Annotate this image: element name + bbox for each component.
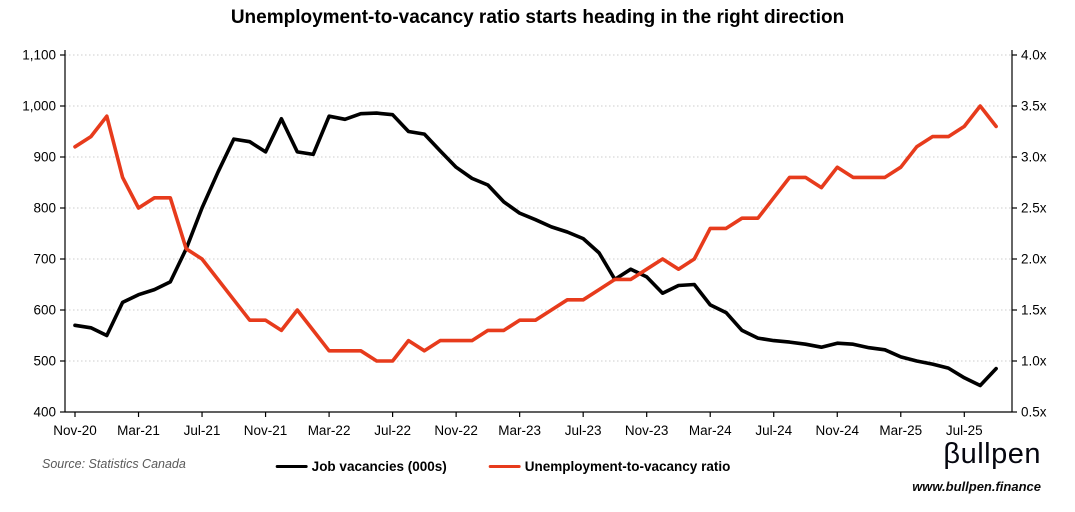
series-line-ratio xyxy=(73,104,998,363)
x-axis-tick-label: Nov-20 xyxy=(53,423,97,438)
source-note: Source: Statistics Canada xyxy=(42,457,186,471)
y-axis-tick-label: 1,000 xyxy=(22,99,56,114)
brand-url: www.bullpen.finance xyxy=(912,479,1041,494)
y-axis-tick-label: 1.5x xyxy=(1021,303,1047,318)
x-axis-tick-label: Jul-24 xyxy=(755,423,792,438)
x-axis-tick-label: Jul-21 xyxy=(184,423,221,438)
y-axis-tick-label: 3.0x xyxy=(1021,150,1047,165)
x-axis-tick-label: Mar-25 xyxy=(879,423,922,438)
legend-item-vacancies: Job vacancies (000s) xyxy=(275,459,447,474)
y-axis-tick-label: 3.5x xyxy=(1021,99,1047,114)
chart-title: Unemployment-to-vacancy ratio starts hea… xyxy=(230,7,845,28)
y-axis-tick-label: 400 xyxy=(33,405,56,420)
x-axis-tick-label: Mar-23 xyxy=(498,423,541,438)
y-axis-tick-label: 1,100 xyxy=(22,48,56,63)
x-axis-tick-label: Jul-22 xyxy=(374,423,411,438)
legend-label-vacancies: Job vacancies (000s) xyxy=(311,459,447,474)
x-axis-tick-label: Mar-22 xyxy=(308,423,351,438)
y-axis-tick-label: 1.0x xyxy=(1021,354,1047,369)
x-axis-tick-label: Jul-23 xyxy=(565,423,602,438)
y-axis-tick-label: 800 xyxy=(33,201,56,216)
ratio-line-swatch xyxy=(488,464,521,469)
y-axis-tick-label: 700 xyxy=(33,252,56,267)
legend: Job vacancies (000s) Unemployment-to-vac… xyxy=(275,459,731,474)
y-axis-tick-label: 2.5x xyxy=(1021,201,1047,216)
y-axis-tick-label: 4.0x xyxy=(1021,48,1047,63)
x-axis-tick-label: Nov-22 xyxy=(434,423,478,438)
series-line-vacancies xyxy=(73,111,998,388)
y-axis-tick-label: 2.0x xyxy=(1021,252,1047,267)
y-axis-tick-label: 600 xyxy=(33,303,56,318)
x-axis-tick-label: Mar-24 xyxy=(689,423,732,438)
legend-item-ratio: Unemployment-to-vacancy ratio xyxy=(488,459,731,474)
brand-logo: βullpen xyxy=(943,438,1041,470)
x-axis-tick-label: Mar-21 xyxy=(117,423,160,438)
x-axis-tick-label: Jul-25 xyxy=(946,423,983,438)
x-axis-tick-label: Nov-21 xyxy=(244,423,288,438)
legend-label-ratio: Unemployment-to-vacancy ratio xyxy=(524,459,731,474)
y-axis-tick-label: 500 xyxy=(33,354,56,369)
x-axis-tick-label: Nov-23 xyxy=(625,423,669,438)
x-axis-tick-label: Nov-24 xyxy=(815,423,859,438)
vacancies-line-swatch xyxy=(275,464,308,469)
y-axis-tick-label: 900 xyxy=(33,150,56,165)
y-axis-tick-label: 0.5x xyxy=(1021,405,1047,420)
